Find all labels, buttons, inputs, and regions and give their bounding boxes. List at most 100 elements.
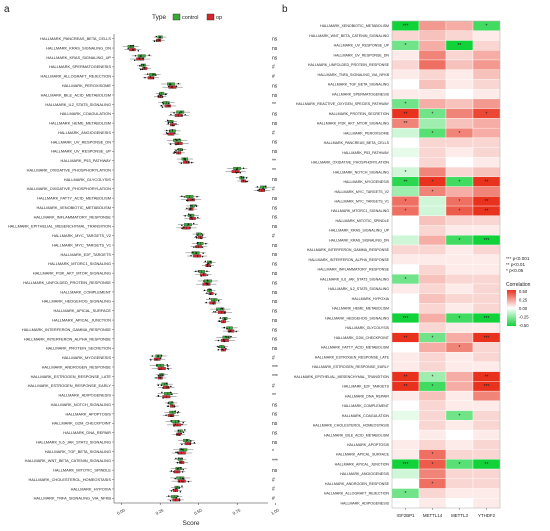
data-point: [173, 405, 176, 408]
heatmap-star: ***: [403, 316, 409, 322]
category-label: HALLMARK_APICAL_JUNCTION: [52, 317, 111, 322]
heatmap-row-label: HALLMARK_OXIDATIVE_PHOSPHORYLATION: [311, 161, 389, 165]
category-label: HALLMARK_PEROXISOME: [62, 83, 112, 88]
heatmap-cell: [472, 283, 501, 294]
data-point: [181, 423, 183, 426]
significance-annotation: ns: [272, 421, 278, 427]
heatmap-frame: [391, 20, 501, 509]
data-point: [152, 77, 155, 79]
data-point: [214, 311, 217, 313]
data-point: [175, 457, 177, 460]
data-point: [167, 405, 169, 408]
significance-annotation: ns: [272, 346, 278, 352]
heatmap-star: *: [432, 374, 434, 380]
heatmap-star: *: [432, 189, 434, 195]
significance-annotation: ns: [272, 140, 278, 146]
heatmap-cell: [445, 215, 474, 226]
heatmap-cell: [391, 361, 420, 372]
data-point: [200, 275, 203, 277]
data-point: [257, 189, 259, 192]
data-point: [207, 283, 209, 286]
heatmap-star: *: [486, 24, 488, 30]
significance-annotation: #: [272, 384, 275, 390]
data-point: [174, 410, 176, 412]
heatmap-row-label: HALLMARK_PANCREAS_BETA_CELLS: [324, 141, 390, 145]
heatmap-star: *: [459, 180, 461, 186]
heatmap-row-label: HALLMARK_INTERFERON_GAMMA_RESPONSE: [307, 248, 390, 252]
data-point: [224, 312, 226, 314]
heatmap-cell: [418, 89, 447, 100]
significance-annotation: *: [272, 449, 274, 455]
heatmap-cell: [445, 322, 474, 333]
data-point: [171, 401, 173, 403]
data-point: [161, 101, 164, 104]
heatmap-row-label: HALLMARK_COMPLEMENT: [342, 404, 390, 408]
heatmap-cell: [445, 89, 474, 100]
data-point: [151, 355, 154, 357]
data-point: [141, 68, 143, 71]
data-point: [177, 148, 179, 151]
heatmap-cell: [391, 293, 420, 304]
data-point: [134, 54, 137, 57]
data-point: [175, 487, 177, 489]
significance-annotation: ns: [272, 402, 278, 408]
heatmap-cell: [391, 157, 420, 168]
heatmap-row-label: HALLMARK_G2M_CHECKPOINT: [334, 336, 390, 340]
category-label: HALLMARK_IL2_STAT5_SIGNALING: [45, 102, 111, 107]
data-point: [166, 119, 169, 122]
heatmap-cell: [445, 400, 474, 411]
category-label: HALLMARK_COMPLEMENT: [60, 289, 111, 294]
heatmap-star: *: [459, 345, 461, 351]
data-point: [160, 104, 163, 107]
data-point: [178, 487, 181, 489]
heatmap-cell: [418, 147, 447, 158]
data-point: [165, 132, 168, 134]
data-point: [178, 498, 181, 500]
data-point: [155, 74, 157, 76]
heatmap-cell: [391, 50, 420, 61]
data-point: [139, 55, 142, 57]
data-point: [187, 223, 190, 225]
data-point: [155, 358, 157, 361]
heatmap-row-label: HALLMARK_CHOLESTEROL_HOMEOSTASIS: [313, 424, 390, 428]
heatmap-cell: [472, 478, 501, 489]
heatmap-row-label: HALLMARK_WNT_BETA_CATENIN_SIGNALING: [309, 34, 389, 38]
heatmap-cell: [472, 303, 501, 314]
category-label: HALLMARK_ANGIOGENESIS: [58, 130, 111, 135]
data-point: [225, 348, 227, 350]
data-point: [173, 152, 175, 154]
category-label: HALLMARK_PI3K_AKT_MTOR_SIGNALING: [33, 271, 111, 276]
data-point: [161, 96, 164, 98]
heatmap-cell: [445, 157, 474, 168]
heatmap-cell: [472, 410, 501, 421]
data-point: [170, 113, 172, 116]
heatmap-row-label: HALLMARK_NOTCH_SIGNALING: [333, 170, 389, 174]
heatmap-cell: [472, 429, 501, 440]
heatmap-cell: [418, 498, 447, 509]
data-point: [170, 385, 172, 388]
heatmap-cell: [391, 342, 420, 353]
data-point: [189, 208, 191, 210]
data-point: [179, 490, 182, 493]
data-point: [174, 138, 177, 141]
heatmap-star: **: [404, 111, 408, 117]
category-label: HALLMARK_PROTEIN_SECRETION: [46, 346, 111, 351]
category-label: HALLMARK_ANDROGEN_RESPONSE: [42, 364, 112, 369]
heatmap-cell: [418, 322, 447, 333]
heatmap-cell: [391, 215, 420, 226]
colorbar-tick: 0.50: [519, 289, 528, 294]
heatmap-cell: [445, 420, 474, 431]
significance-annotation: ns: [272, 196, 278, 202]
data-point: [206, 274, 209, 276]
data-point: [230, 335, 232, 338]
data-point: [202, 280, 205, 282]
data-point: [208, 297, 211, 300]
heatmap-star: *: [432, 335, 434, 341]
heatmap-cell: [418, 400, 447, 411]
heatmap-star: ***: [484, 316, 490, 322]
heatmap-cell: [418, 40, 447, 51]
heatmap-cell: [391, 449, 420, 460]
heatmap-cell: [472, 361, 501, 372]
data-point: [183, 196, 186, 198]
significance-annotation: ns: [272, 430, 278, 436]
